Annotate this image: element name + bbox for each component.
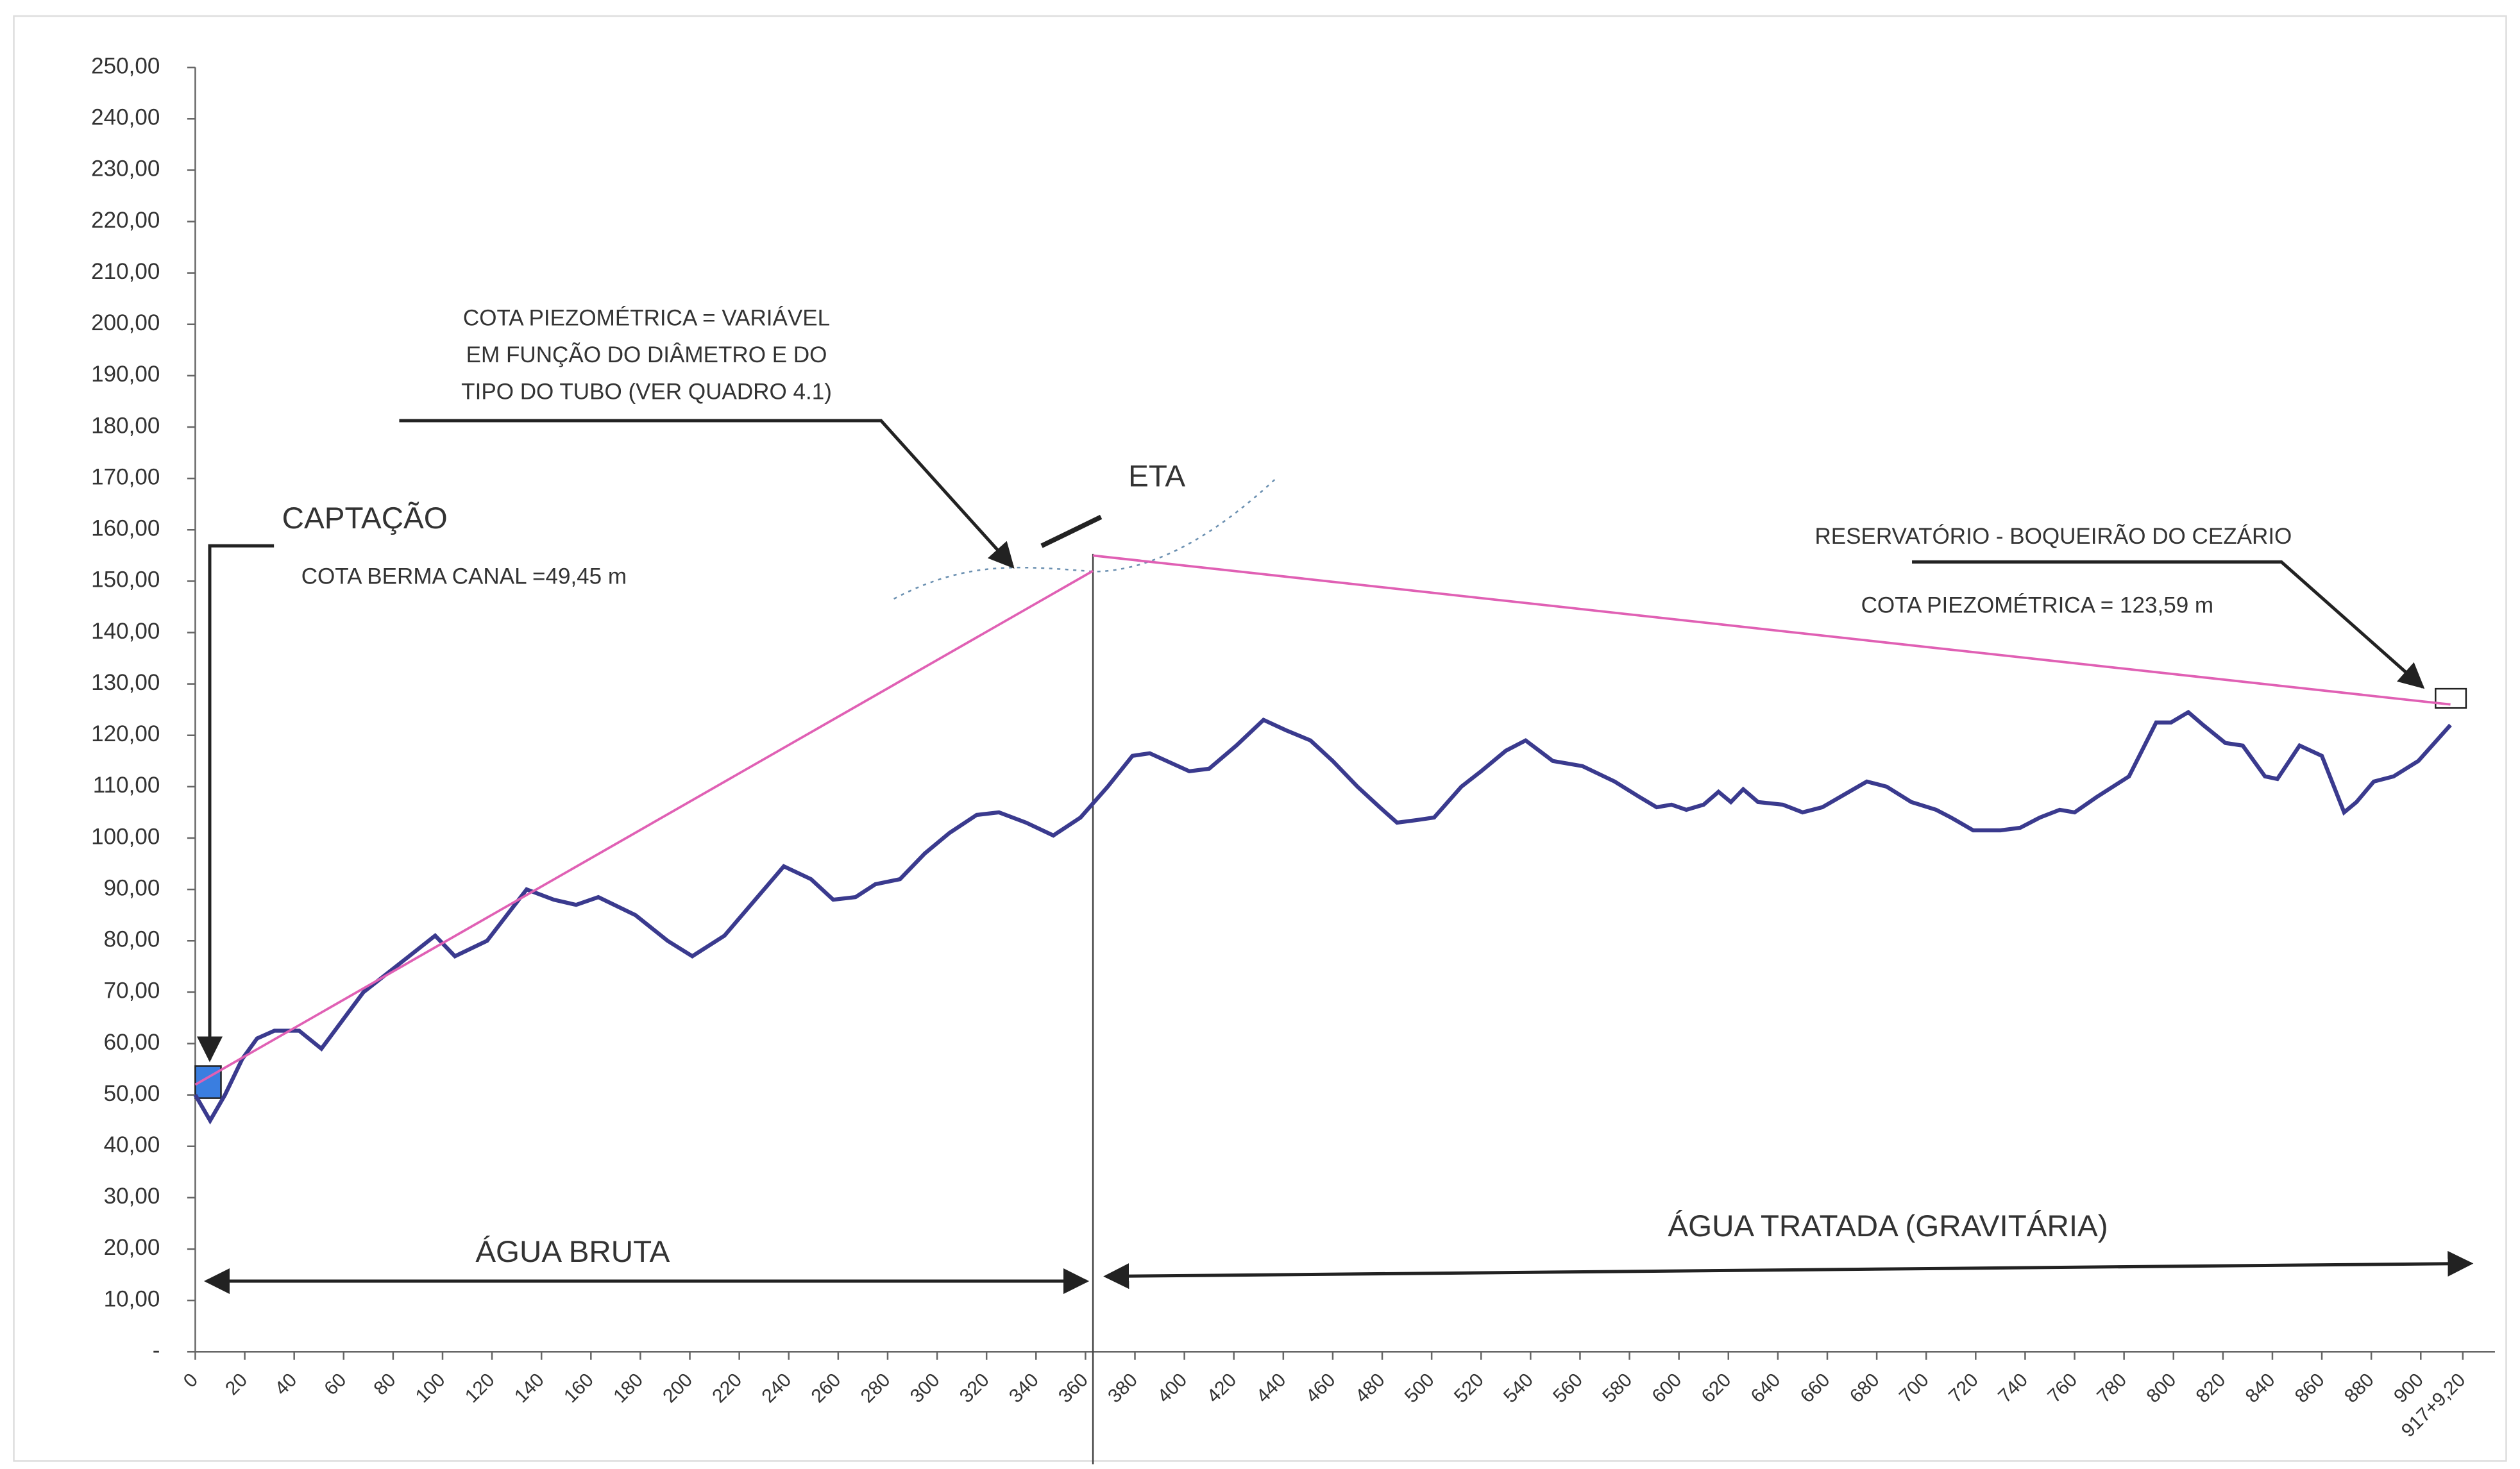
x-tick-label: 0 xyxy=(180,1370,202,1392)
x-tick-label: 120 xyxy=(461,1370,499,1407)
annotation: ETA xyxy=(1128,460,1185,494)
x-tick-label: 20 xyxy=(221,1370,251,1400)
y-tick-label: 210,00 xyxy=(91,259,160,284)
y-tick-label: 200,00 xyxy=(91,310,160,335)
x-tick-label: 460 xyxy=(1302,1370,1340,1407)
x-tick-label: 480 xyxy=(1351,1370,1389,1407)
x-tick-label: 580 xyxy=(1598,1370,1636,1407)
x-tick-label: 340 xyxy=(1005,1370,1043,1407)
annotation: EM FUNÇÃO DO DIÂMETRO E DO xyxy=(466,342,827,367)
frame xyxy=(13,15,2507,1462)
x-tick-label: 360 xyxy=(1054,1370,1092,1407)
x-tick-label: 200 xyxy=(659,1370,697,1407)
annotation: COTA BERMA CANAL =49,45 m xyxy=(301,564,627,589)
y-tick-label: 250,00 xyxy=(91,53,160,78)
y-tick-label: 150,00 xyxy=(91,567,160,592)
y-tick-label: 60,00 xyxy=(104,1030,160,1055)
series-line xyxy=(194,569,1094,1086)
pointer-arrow xyxy=(1912,560,2425,689)
x-tick-label: 560 xyxy=(1549,1370,1587,1407)
y-tick-label: 90,00 xyxy=(104,875,160,900)
x-tick-label: 260 xyxy=(808,1370,845,1407)
x-tick-label: 820 xyxy=(2192,1370,2230,1407)
x-tick-label: 520 xyxy=(1450,1370,1488,1407)
y-tick-label: 220,00 xyxy=(91,208,160,233)
x-tick-label: 880 xyxy=(2340,1370,2378,1407)
annotation: ÁGUA BRUTA xyxy=(475,1235,670,1269)
y-tick-label: 10,00 xyxy=(104,1286,160,1311)
x-tick-label: 400 xyxy=(1153,1370,1191,1407)
x-tick-label: 40 xyxy=(271,1370,301,1400)
pointer-arrow xyxy=(196,544,275,1062)
dotted-curve xyxy=(893,476,1278,600)
y-tick-label: 230,00 xyxy=(91,156,160,181)
y-tick-label: 50,00 xyxy=(104,1081,160,1106)
y-tick-label: 140,00 xyxy=(91,619,160,644)
x-tick-label: 720 xyxy=(1945,1370,1983,1407)
annotation: CAPTAÇÃO xyxy=(282,501,448,535)
y-tick-label: 160,00 xyxy=(91,516,160,541)
reservoir-box xyxy=(2435,687,2467,709)
x-tick-label: 300 xyxy=(906,1370,944,1407)
x-tick-label: 180 xyxy=(609,1370,647,1407)
y-tick-label: 70,00 xyxy=(104,978,160,1003)
x-tick-label: 860 xyxy=(2291,1370,2329,1407)
x-tick-label: 680 xyxy=(1846,1370,1884,1407)
x-tick-label: 80 xyxy=(369,1370,400,1400)
x-tick-label: 640 xyxy=(1747,1370,1785,1407)
x-tick-label: 780 xyxy=(2093,1370,2131,1407)
y-tick-label: 240,00 xyxy=(91,105,160,130)
y-tick-label: 180,00 xyxy=(91,413,160,438)
y-tick-label: 190,00 xyxy=(91,362,160,387)
x-tick-label: 540 xyxy=(1500,1370,1537,1407)
y-tick-label: 170,00 xyxy=(91,464,160,489)
annotation: COTA PIEZOMÉTRICA = VARIÁVEL xyxy=(463,306,830,331)
annotation: RESERVATÓRIO - BOQUEIRÃO DO CEZÁRIO xyxy=(1814,524,2292,549)
x-tick-label: 700 xyxy=(1895,1370,1933,1407)
annotation: TIPO DO TUBO (VER QUADRO 4.1) xyxy=(461,380,832,405)
x-tick-label: 760 xyxy=(2043,1370,2081,1407)
x-tick-label: 240 xyxy=(758,1370,796,1407)
x-tick-label: 320 xyxy=(956,1370,994,1407)
y-tick-label: 40,00 xyxy=(104,1132,160,1157)
y-tick-label: 110,00 xyxy=(93,773,160,798)
span-arrow xyxy=(1103,1250,2474,1289)
x-tick-label: 140 xyxy=(511,1370,548,1407)
x-tick-label: 620 xyxy=(1698,1370,1736,1407)
eta-marker xyxy=(1040,514,1103,548)
x-tick-label: 500 xyxy=(1401,1370,1439,1407)
annotation: COTA PIEZOMÉTRICA = 123,59 m xyxy=(1861,593,2214,618)
y-tick-label: 80,00 xyxy=(104,927,160,952)
y-tick-label: 100,00 xyxy=(91,824,160,849)
y-tick-label: 130,00 xyxy=(91,670,160,695)
x-tick-label: 60 xyxy=(320,1370,350,1400)
series-line xyxy=(1092,554,2451,706)
x-tick-label: 840 xyxy=(2242,1370,2279,1407)
y-tick-label: 120,00 xyxy=(91,721,160,746)
x-tick-label: 800 xyxy=(2143,1370,2181,1407)
annotation: ÁGUA TRATADA (GRAVITÁRIA) xyxy=(1668,1209,2108,1243)
y-tick-label: 20,00 xyxy=(104,1235,160,1260)
x-tick-label: 740 xyxy=(1994,1370,2032,1407)
y-tick-label: - xyxy=(153,1338,160,1363)
series-line xyxy=(193,709,2452,1125)
x-tick-label: 600 xyxy=(1648,1370,1686,1407)
pointer-arrow xyxy=(399,419,1015,569)
x-tick-label: 160 xyxy=(560,1370,598,1407)
x-tick-label: 660 xyxy=(1797,1370,1834,1407)
x-tick-label: 280 xyxy=(857,1370,895,1407)
x-tick-label: 420 xyxy=(1203,1370,1241,1407)
x-tick-label: 380 xyxy=(1104,1370,1142,1407)
x-tick-label: 220 xyxy=(708,1370,746,1407)
y-tick-label: 30,00 xyxy=(104,1184,160,1209)
x-tick-label: 100 xyxy=(412,1370,450,1407)
x-tick-label: 440 xyxy=(1253,1370,1290,1407)
